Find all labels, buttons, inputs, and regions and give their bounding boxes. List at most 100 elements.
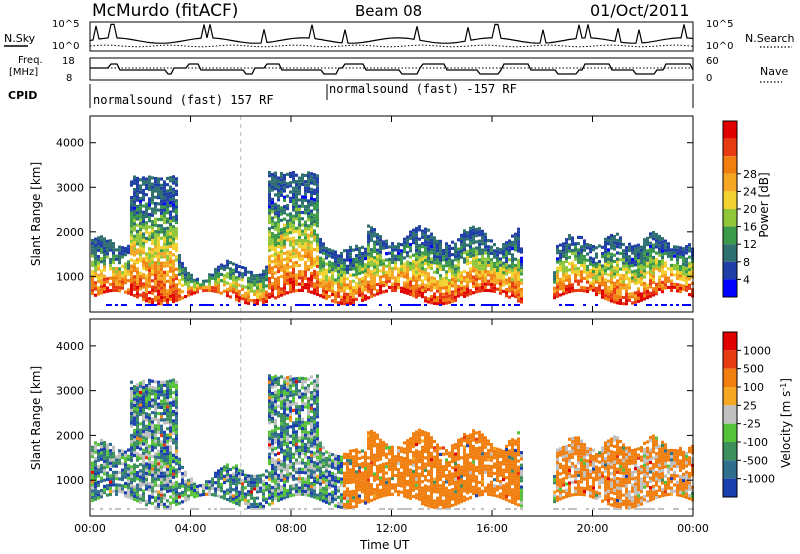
data-cell xyxy=(136,398,139,403)
data-cell xyxy=(661,258,664,263)
data-cell xyxy=(163,249,166,253)
data-cell xyxy=(562,264,565,268)
data-cell xyxy=(133,187,136,192)
data-cell xyxy=(139,277,142,282)
data-cell xyxy=(187,271,190,275)
data-cell xyxy=(418,262,421,266)
data-cell xyxy=(163,273,166,278)
data-cell xyxy=(121,252,124,256)
ground-scatter-cell xyxy=(328,303,331,306)
data-cell xyxy=(367,230,370,234)
data-cell xyxy=(169,254,172,258)
data-cell xyxy=(274,265,277,269)
data-cell xyxy=(283,424,286,428)
data-cell xyxy=(433,286,436,290)
data-cell xyxy=(661,274,664,278)
data-cell xyxy=(289,456,292,460)
data-cell xyxy=(385,242,388,246)
data-cell xyxy=(367,265,370,269)
data-cell xyxy=(613,269,616,273)
data-cell xyxy=(502,280,505,284)
data-cell xyxy=(118,276,121,280)
data-cell xyxy=(400,255,403,259)
data-cell xyxy=(361,252,364,256)
data-cell xyxy=(139,381,142,385)
data-cell xyxy=(184,270,187,274)
data-cell xyxy=(517,283,520,287)
data-cell xyxy=(151,182,154,186)
data-cell xyxy=(184,480,187,484)
data-cell xyxy=(157,283,160,287)
data-cell xyxy=(298,288,301,292)
data-cell xyxy=(457,256,460,261)
data-cell xyxy=(283,279,286,284)
data-cell xyxy=(175,424,178,428)
data-cell xyxy=(274,393,277,397)
data-cell xyxy=(130,418,133,422)
data-cell xyxy=(436,255,439,259)
data-cell xyxy=(451,240,454,244)
data-cell xyxy=(160,264,163,268)
data-cell xyxy=(136,289,139,293)
data-cell xyxy=(313,467,316,471)
data-cell xyxy=(517,227,520,231)
data-cell xyxy=(331,255,334,259)
data-cell xyxy=(628,286,631,290)
data-cell xyxy=(169,392,172,396)
data-cell xyxy=(139,284,142,288)
data-cell xyxy=(100,250,103,254)
data-cell xyxy=(598,244,601,248)
data-cell xyxy=(454,298,457,302)
freq-tick-bottom: 8 xyxy=(66,73,72,84)
data-cell xyxy=(271,467,274,471)
data-cell xyxy=(355,272,358,276)
data-cell xyxy=(457,291,460,295)
data-cell xyxy=(628,267,631,271)
data-cell xyxy=(460,240,463,244)
data-cell xyxy=(514,232,517,236)
data-cell xyxy=(580,254,583,258)
data-cell xyxy=(514,285,517,289)
data-cell xyxy=(622,277,625,281)
data-cell xyxy=(151,301,154,305)
data-cell xyxy=(148,435,151,439)
data-cell xyxy=(172,218,175,223)
data-cell xyxy=(292,245,295,250)
data-cell xyxy=(145,274,148,278)
data-cell xyxy=(202,279,205,283)
data-cell xyxy=(163,452,166,456)
data-cell xyxy=(160,493,163,497)
data-cell xyxy=(187,274,190,279)
data-cell xyxy=(442,258,445,262)
data-cell xyxy=(397,270,400,274)
power-data-layer xyxy=(91,116,694,312)
data-cell xyxy=(175,437,178,441)
data-cell xyxy=(298,270,301,274)
data-cell xyxy=(271,282,274,286)
data-cell xyxy=(667,248,670,252)
data-cell xyxy=(127,473,130,477)
data-cell xyxy=(130,452,133,456)
data-cell xyxy=(166,211,169,215)
data-cell xyxy=(484,260,487,264)
ground-scatter-cell xyxy=(352,303,355,306)
data-cell xyxy=(133,416,136,420)
data-cell xyxy=(91,448,94,452)
data-cell xyxy=(154,251,157,255)
data-cell xyxy=(202,492,205,497)
data-cell xyxy=(400,264,403,269)
data-cell xyxy=(133,472,136,476)
data-cell xyxy=(301,248,304,252)
data-cell xyxy=(229,499,232,503)
data-cell xyxy=(151,423,154,427)
data-cell xyxy=(514,238,517,243)
data-cell xyxy=(424,286,427,290)
data-cell xyxy=(430,298,433,302)
ground-scatter-cell xyxy=(193,507,196,510)
data-cell xyxy=(130,380,133,384)
data-cell xyxy=(328,263,331,267)
data-cell xyxy=(574,276,577,280)
data-cell xyxy=(508,245,511,249)
data-cell xyxy=(589,272,592,276)
data-cell xyxy=(307,264,310,268)
